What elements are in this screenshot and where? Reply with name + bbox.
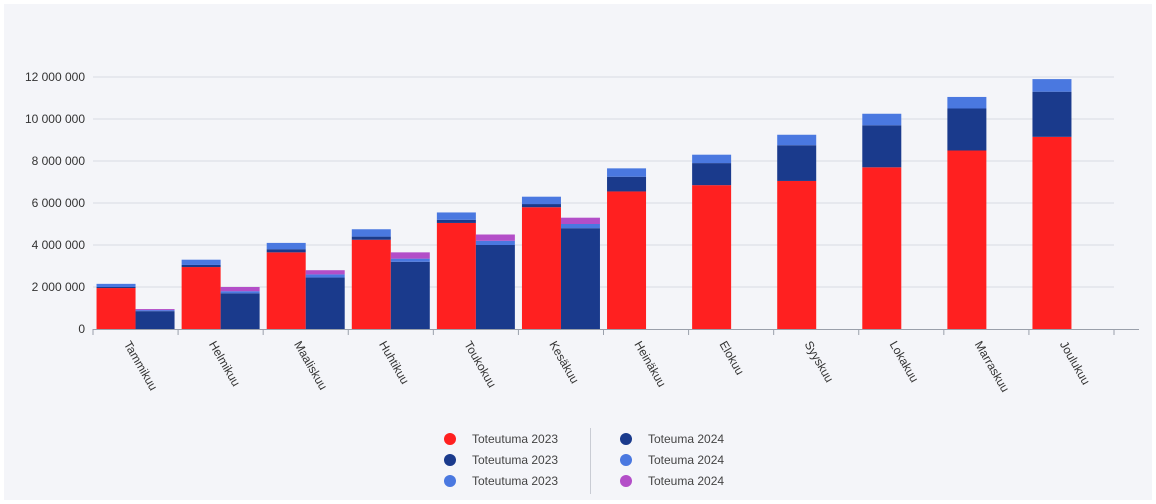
x-tick-label: Maaliskuu (291, 339, 330, 393)
bar-segment (862, 167, 902, 329)
bar-segment (947, 150, 987, 329)
legend-label: Toteuma 2024 (648, 473, 725, 488)
x-tick-label: Tammikuu (121, 339, 160, 393)
legend-label: Toteutuma 2023 (472, 473, 559, 488)
legend-dot-icon (620, 432, 632, 445)
legend-dot-icon (620, 474, 632, 487)
bar-segment (1032, 136, 1072, 329)
bar-segment (475, 240, 515, 245)
bar-segment (135, 310, 175, 312)
legend-item[interactable]: Toteuma 2024 (616, 470, 766, 491)
y-tick-label: 6 000 000 (32, 196, 86, 210)
legend-group-2024: Toteuma 2024 Toteuma 2024 Toteuma 2024 (616, 428, 766, 491)
legend-label: Toteutuma 2023 (472, 431, 559, 446)
y-tick-label: 4 000 000 (32, 238, 86, 252)
legend-item[interactable]: Toteutuma 2023 (440, 470, 590, 491)
bar-segment (96, 283, 136, 287)
bar-segment (521, 196, 561, 205)
bar-segment (607, 191, 647, 329)
bar-segment (436, 212, 476, 220)
legend-item[interactable]: Toteuma 2024 (616, 428, 766, 449)
bar-chart: 0 2 000 000 4 000 000 6 000 000 8 000 000 10 … (25, 70, 1139, 395)
legend-dot-icon (620, 453, 632, 466)
bar-segment (181, 267, 221, 329)
x-tick-label: Elokuu (717, 339, 747, 378)
bar-segment (220, 287, 260, 292)
x-tick-label: Lokakuu (887, 339, 922, 385)
x-tick-label: Joulukuu (1057, 339, 1093, 388)
chart-panel: 0 2 000 000 4 000 000 6 000 000 8 000 000 10 … (4, 4, 1152, 500)
bar-segment (560, 224, 600, 229)
bar-segment (947, 108, 987, 151)
legend-item[interactable]: Toteuma 2024 (616, 449, 766, 470)
x-tick-label: Kesäkuu (546, 339, 581, 386)
bar-segment (607, 168, 647, 177)
bar-segment (181, 264, 221, 268)
bar-segment (947, 96, 987, 109)
bar-segment (692, 185, 732, 329)
bar-segment (390, 261, 430, 329)
bar-segment (305, 270, 345, 275)
bar-segment (305, 277, 345, 329)
bar-segment (266, 252, 306, 329)
bar-segment (135, 311, 175, 329)
legend-dot-icon (444, 474, 456, 487)
bar-segment (521, 207, 561, 329)
bar-segment (266, 249, 306, 253)
bar-segment (351, 239, 391, 329)
bar-segment (692, 163, 732, 186)
bar-segment (777, 134, 817, 146)
x-tick-label: Marraskuu (972, 339, 1012, 395)
bar-segment (351, 229, 391, 237)
legend-label: Toteutuma 2023 (472, 452, 559, 467)
legend-label: Toteuma 2024 (648, 431, 725, 446)
legend: Toteutuma 2023 Toteutuma 2023 Toteutuma … (440, 428, 760, 494)
legend-divider (590, 428, 591, 494)
y-tick-label: 12 000 000 (25, 70, 85, 84)
bar-segment (560, 217, 600, 224)
bar-segment (96, 287, 136, 289)
bar-segment (521, 204, 561, 208)
bar-segment (475, 234, 515, 241)
bar-segment (560, 228, 600, 329)
bar-segment (692, 154, 732, 164)
legend-label: Toteuma 2024 (648, 452, 725, 467)
legend-dot-icon (444, 432, 456, 445)
bar-segment (181, 259, 221, 265)
bar-segment (862, 125, 902, 168)
bar-segment (436, 219, 476, 223)
bar-segment (96, 288, 136, 329)
bar-segment (475, 245, 515, 329)
y-tick-label: 2 000 000 (32, 280, 86, 294)
legend-item[interactable]: Toteutuma 2023 (440, 449, 590, 470)
x-tick-label: Toukokuu (461, 339, 499, 390)
bar-segment (1032, 79, 1072, 92)
x-tick-label: Heinäkuu (631, 339, 668, 390)
bar-segment (436, 222, 476, 329)
y-tick-label: 10 000 000 (25, 112, 85, 126)
x-tick-label: Syyskuu (802, 339, 837, 385)
bar-segment (220, 293, 260, 329)
y-tick-label: 0 (78, 322, 85, 336)
bar-segment (1032, 91, 1072, 137)
bar-segment (390, 252, 430, 259)
bar-segment (266, 242, 306, 250)
legend-group-2023: Toteutuma 2023 Toteutuma 2023 Toteutuma … (440, 428, 590, 491)
y-tick-label: 8 000 000 (32, 154, 86, 168)
bar-segment (862, 113, 902, 126)
legend-dot-icon (444, 453, 456, 466)
bar-segment (777, 145, 817, 181)
bar-segment (351, 236, 391, 240)
bar-segment (390, 258, 430, 262)
bar-segment (777, 180, 817, 329)
x-tick-label: Helmikuu (206, 339, 243, 389)
bar-segment (305, 274, 345, 278)
bar-segment (220, 291, 260, 294)
bar-segment (607, 176, 647, 192)
legend-item[interactable]: Toteutuma 2023 (440, 428, 590, 449)
x-tick-label: Huhtikuu (376, 339, 412, 387)
bar-segment (135, 309, 175, 311)
